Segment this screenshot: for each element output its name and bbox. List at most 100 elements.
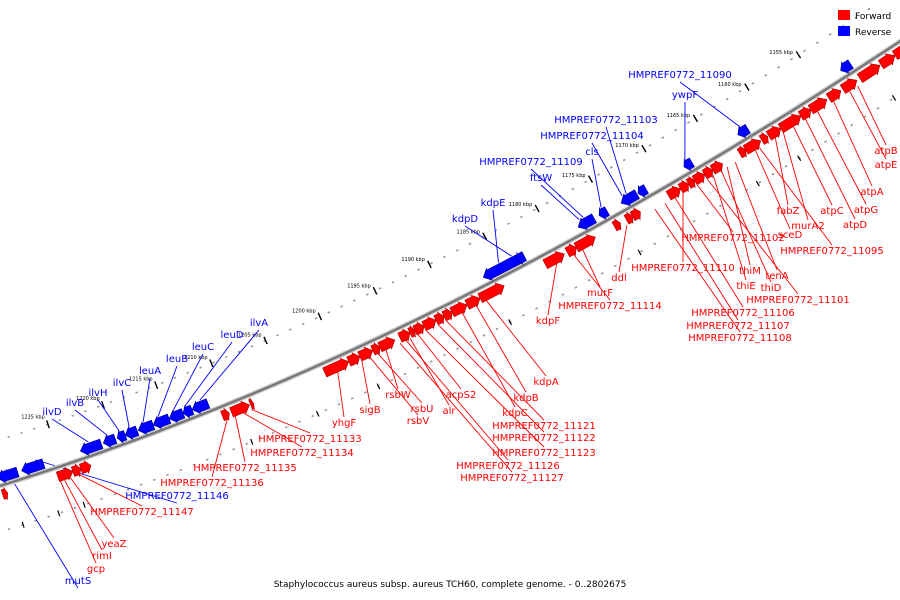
gene-label: HMPREF0772_11107 <box>686 321 789 332</box>
track-dot <box>416 366 420 370</box>
scale-tick-mark <box>534 204 540 213</box>
legend-forward-label: Forward <box>855 12 891 22</box>
scale-tick-label: 1180 kbp <box>509 202 533 208</box>
track-dot <box>350 397 354 400</box>
lower-tick-mark <box>508 319 513 326</box>
track-dot <box>276 334 279 337</box>
leader-line <box>409 338 450 406</box>
gene-label: atpE <box>875 160 898 171</box>
gene-arrow <box>102 433 118 448</box>
track-dot <box>139 483 143 486</box>
scale-tick-label: 1200 kbp <box>292 309 316 315</box>
gene-arrow <box>357 346 374 362</box>
gene-label: leuB <box>166 354 188 365</box>
gene-label: HMPREF0772_11095 <box>780 246 883 257</box>
track-dot <box>456 347 460 350</box>
gene-arrow <box>152 413 172 430</box>
gene-label: mutS <box>65 576 91 587</box>
track-dot <box>495 327 499 331</box>
track-dot <box>640 249 644 253</box>
track-dot <box>126 488 130 491</box>
gene-label: kdpE <box>481 198 506 209</box>
gene-arrow <box>515 251 528 265</box>
gene-label: HMPREF0772_11126 <box>456 461 559 472</box>
gene-arrow <box>691 171 705 186</box>
gene-label: HMPREF0772_11104 <box>540 131 643 142</box>
track-dot <box>699 113 703 117</box>
gene-arrow <box>840 59 854 74</box>
gene-arrow <box>564 243 577 258</box>
leader-line <box>51 418 89 443</box>
gene-label: fabZ <box>777 206 800 217</box>
leader-line <box>399 342 513 473</box>
scale-tick-mark <box>795 51 802 59</box>
gene-arrow <box>397 328 411 343</box>
leader-line <box>674 197 744 308</box>
track-dot <box>442 353 446 357</box>
track-dot <box>519 215 523 219</box>
backbone-shadow <box>0 38 900 489</box>
track-dot <box>205 458 209 461</box>
scale-tick-label: 1185 kbp <box>456 229 480 235</box>
gene-label: ywpF <box>672 90 698 101</box>
gene-arrow <box>79 438 104 456</box>
scale-tick-mark <box>317 312 323 321</box>
leader-line <box>121 389 130 428</box>
gene-label: HMPREF0772_11147 <box>90 507 193 518</box>
gene-arrow <box>346 352 361 367</box>
gene-arrow <box>825 88 842 103</box>
gene-arrow <box>0 487 8 500</box>
gene-label: kdpA <box>533 377 558 388</box>
gene-arrow <box>797 106 812 121</box>
track-dot <box>469 340 473 344</box>
lower-tick-mark <box>315 410 320 417</box>
leader-line <box>774 137 789 206</box>
leader-line <box>475 305 527 393</box>
leader-line <box>142 377 151 423</box>
gene-arrow <box>220 408 230 421</box>
lower-tick-mark <box>250 438 254 445</box>
track-dot <box>47 515 51 518</box>
track-dot <box>521 313 525 317</box>
track-dot <box>666 235 670 238</box>
track-dot <box>365 293 369 296</box>
leader-line <box>157 365 178 417</box>
gene-label: ftsW <box>530 173 552 184</box>
gene-label: leuD <box>221 330 244 341</box>
track-dot <box>160 381 164 384</box>
track-dot <box>584 180 588 184</box>
gene-arrow <box>370 342 381 356</box>
leader-line <box>758 147 833 246</box>
track-dot <box>648 143 652 147</box>
leader-line <box>696 184 734 233</box>
gene-arrow <box>777 113 802 134</box>
gene-label: ilvH <box>89 388 108 399</box>
gene-label: kdpF <box>536 316 560 327</box>
gene-arrow <box>55 466 74 482</box>
gene-arrow <box>742 138 762 155</box>
lower-tick-mark <box>376 383 381 390</box>
caption: Staphylococcus aureus subsp. aureus TCH6… <box>274 580 627 590</box>
gene-arrow <box>573 234 596 253</box>
track-dot <box>777 65 781 69</box>
gene-label: leuC <box>192 342 214 353</box>
leader-line <box>792 126 833 206</box>
track-dot <box>258 437 262 440</box>
gene-arrow <box>168 408 186 424</box>
leader-line <box>243 412 303 448</box>
leader-line <box>726 166 751 266</box>
track-dot <box>482 334 486 337</box>
leader-line <box>486 300 547 377</box>
scale-tick-label: 1220 kbp <box>76 396 100 402</box>
gene-label: yhgF <box>332 418 357 429</box>
gene-arrow <box>182 404 195 419</box>
track-dot <box>653 242 657 246</box>
gene-arrow <box>441 307 453 322</box>
track-dot <box>179 468 183 472</box>
track-dot <box>810 148 814 152</box>
gene-label: HMPREF0772_11090 <box>628 70 731 81</box>
gene-label: HMPREF0772_11106 <box>691 308 794 319</box>
lower-tick-mark <box>82 501 86 508</box>
gene-features <box>0 43 900 500</box>
leader-line <box>573 254 611 301</box>
